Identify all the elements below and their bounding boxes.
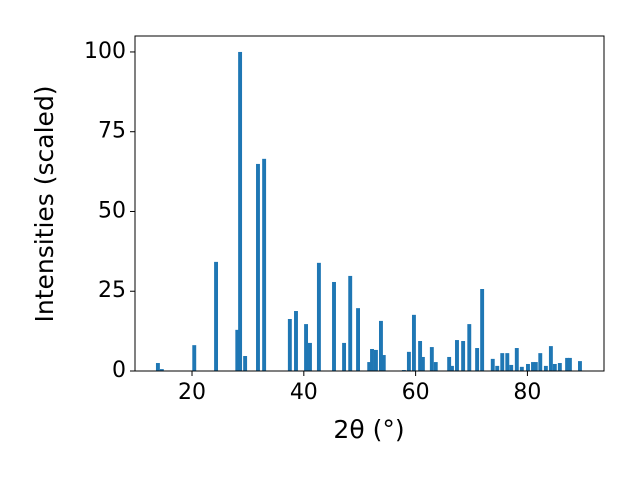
bar — [552, 363, 557, 371]
y-tick-label: 0 — [112, 358, 126, 383]
bar — [538, 353, 543, 371]
bar — [475, 348, 480, 371]
bar — [192, 345, 197, 371]
bar — [418, 341, 423, 371]
bar — [287, 318, 292, 371]
x-tick-label: 20 — [178, 380, 206, 405]
bar — [373, 349, 378, 371]
bar — [455, 340, 459, 371]
bar — [505, 353, 510, 371]
bar — [567, 357, 572, 371]
bar — [235, 329, 240, 371]
bar — [543, 365, 548, 371]
bar — [578, 361, 582, 371]
bar — [447, 356, 452, 371]
bar — [480, 289, 485, 371]
bar — [316, 262, 321, 371]
y-tick-label: 50 — [98, 198, 126, 223]
x-tick-label: 40 — [290, 380, 318, 405]
bar — [490, 358, 495, 371]
y-tick-label: 25 — [98, 278, 126, 303]
y-axis-label: Intensities (scaled) — [30, 85, 59, 322]
bar — [531, 362, 535, 371]
bar — [304, 324, 309, 371]
x-axis-label: 2θ (°) — [333, 415, 404, 444]
bar — [420, 356, 425, 371]
bar — [533, 362, 538, 371]
bar — [565, 357, 570, 371]
bar — [449, 365, 454, 371]
bar — [342, 342, 347, 371]
bar — [379, 320, 383, 371]
bar — [495, 365, 500, 371]
bar — [461, 341, 466, 371]
bar — [238, 51, 243, 371]
bar — [500, 353, 505, 371]
y-tick-label: 100 — [84, 39, 126, 64]
bar — [411, 314, 416, 371]
bar — [243, 356, 248, 371]
plot-frame — [134, 35, 605, 372]
bar — [214, 261, 219, 371]
x-tick-label: 80 — [513, 380, 541, 405]
bar — [155, 363, 160, 371]
bar — [348, 275, 353, 371]
bar — [429, 347, 434, 371]
bar — [308, 342, 312, 371]
bar — [526, 363, 530, 371]
bar — [433, 362, 438, 371]
bar — [262, 158, 267, 371]
y-tick-label: 75 — [98, 119, 126, 144]
bar — [519, 366, 524, 371]
bar — [514, 348, 519, 371]
bar — [406, 351, 411, 371]
bar — [294, 311, 298, 371]
bar — [467, 324, 472, 371]
bar — [557, 363, 562, 371]
bar — [356, 308, 360, 371]
bar — [548, 346, 553, 371]
bar — [370, 348, 374, 371]
x-tick-label: 60 — [402, 380, 430, 405]
bar — [381, 355, 386, 371]
bar — [159, 369, 164, 371]
bar — [367, 362, 372, 371]
bar — [256, 163, 260, 371]
bar — [332, 281, 336, 371]
bar — [509, 364, 514, 371]
